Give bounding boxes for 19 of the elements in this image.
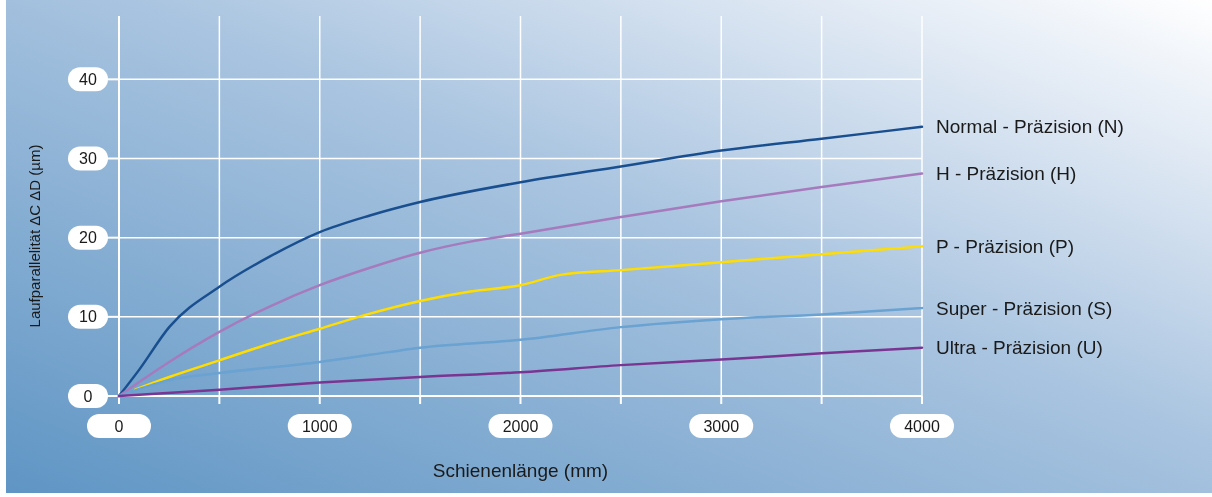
y-tick-label: 30 [79, 150, 97, 168]
x-tick-label: 3000 [703, 417, 740, 435]
series-label: P - Präzision (P) [936, 236, 1074, 258]
x-tick-label: 2000 [502, 417, 539, 435]
y-axis-title: Laufparallelität ΔC ΔD (µm) [26, 144, 43, 328]
series-label: Normal - Präzision (N) [936, 116, 1124, 138]
y-tick-label: 40 [79, 70, 97, 88]
x-tick-label: 4000 [904, 417, 940, 435]
x-tick-label: 0 [114, 417, 124, 435]
line-series [117, 346, 924, 398]
y-tick-label: 10 [79, 308, 97, 326]
x-tick-label: 1000 [301, 417, 338, 435]
y-tick-label: 20 [79, 229, 97, 247]
line-series [133, 245, 924, 391]
series-label: Ultra - Präzision (U) [936, 337, 1103, 359]
y-tick-label: 0 [83, 387, 93, 405]
series-label: H - Präzision (H) [936, 163, 1077, 185]
x-axis-title: Schienenlänge (mm) [432, 459, 609, 481]
series-label: Super - Präzision (S) [936, 297, 1113, 319]
